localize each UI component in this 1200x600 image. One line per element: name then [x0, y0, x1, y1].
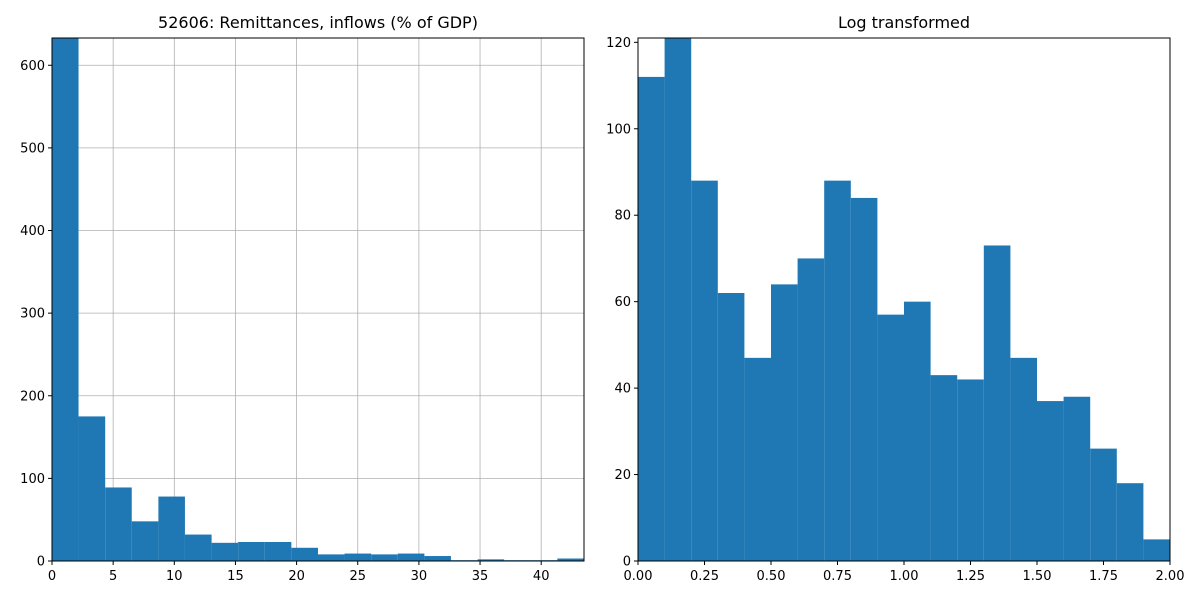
histogram-bar [424, 556, 451, 561]
x-tick-label: 15 [227, 569, 244, 584]
histogram-bar [238, 541, 265, 561]
y-tick-label: 200 [20, 389, 45, 404]
histogram-bar [824, 180, 851, 562]
chart-log-transformed-histogram: Log transformed 0.00 0.25 0.50 0.75 1.00 1.25… [606, 13, 1184, 584]
histogram-bar [371, 554, 398, 561]
histogram-bar [477, 559, 505, 561]
x-tick-label: 1.50 [1023, 569, 1052, 584]
histogram-bar [983, 245, 1011, 561]
histogram-bar [344, 553, 372, 561]
histogram-bar [78, 416, 106, 561]
histogram-bar [717, 293, 745, 561]
x-tick-label: 40 [533, 569, 550, 584]
x-tick-label: 20 [288, 569, 305, 584]
histogram-bar [131, 521, 159, 561]
histogram-bar [291, 547, 318, 561]
chart-title: 52606: Remittances, inflows (% of GDP) [158, 13, 478, 32]
y-tick-label: 100 [20, 472, 45, 487]
chart-remittances-histogram: 52606: Remittances, inflows (% of GDP) 0… [20, 13, 585, 584]
histogram-bar [850, 197, 878, 562]
histogram-bar [877, 314, 904, 561]
x-tick-label: 0.00 [624, 569, 653, 584]
histogram-bar [397, 553, 425, 561]
y-tick-label: 20 [614, 468, 631, 483]
bars [638, 38, 1170, 562]
x-tick-label: 0.50 [757, 569, 786, 584]
histogram-bar [158, 496, 185, 561]
y-tick-label: 600 [20, 59, 45, 74]
y-tick-label: 500 [20, 141, 45, 156]
bars [52, 38, 584, 561]
x-tick-label: 1.75 [1089, 569, 1118, 584]
histogram-bar [957, 379, 984, 561]
histogram-bar [211, 542, 239, 561]
histogram-bar [1037, 401, 1064, 561]
chart-title: Log transformed [838, 13, 970, 32]
histogram-bar [691, 180, 718, 562]
histogram-bar [264, 541, 292, 561]
x-tick-label: 5 [109, 569, 117, 584]
y-tick-label: 400 [20, 224, 45, 239]
x-axis-ticks: 0.00 0.25 0.50 0.75 1.00 1.25 1.50 1.75 2.00 [624, 561, 1185, 584]
histogram-bar [664, 38, 692, 561]
y-tick-label: 100 [606, 122, 631, 137]
x-axis-ticks: 0 5 10 15 20 25 30 35 40 [48, 561, 550, 584]
y-tick-label: 0 [37, 555, 45, 570]
x-tick-label: 2.00 [1156, 569, 1185, 584]
histogram-bar [1063, 396, 1091, 561]
histogram-bar [1143, 539, 1170, 561]
histogram-bar [557, 558, 584, 561]
histogram-bar [771, 284, 798, 561]
histogram-bar [744, 357, 771, 561]
histogram-bar [930, 375, 958, 561]
axes [51, 37, 585, 562]
x-tick-label: 1.25 [956, 569, 985, 584]
x-tick-label: 1.00 [890, 569, 919, 584]
x-tick-label: 0.25 [690, 569, 719, 584]
y-tick-label: 120 [606, 36, 631, 51]
histogram-bar [52, 38, 79, 561]
histogram-bar [638, 76, 665, 562]
x-tick-label: 35 [472, 569, 489, 584]
histogram-bar [105, 487, 132, 561]
y-tick-label: 300 [20, 307, 45, 322]
histogram-bar [797, 258, 825, 561]
histogram-bar [318, 554, 345, 561]
y-axis-ticks: 0 100 200 300 400 500 600 [20, 59, 52, 570]
histogram-bar [1010, 357, 1037, 561]
x-tick-label: 30 [411, 569, 428, 584]
y-tick-label: 80 [614, 209, 631, 224]
x-tick-label: 25 [349, 569, 366, 584]
y-tick-label: 60 [614, 295, 631, 310]
histogram-bar [1090, 448, 1117, 561]
y-tick-label: 0 [623, 555, 631, 570]
histogram-bar [1116, 483, 1144, 561]
x-tick-label: 0 [48, 569, 56, 584]
y-axis-ticks: 0 20 40 60 80 100 120 [606, 36, 638, 570]
histogram-bar [904, 301, 931, 561]
grid [51, 38, 584, 562]
plot-frame [51, 37, 585, 562]
x-tick-label: 10 [166, 569, 183, 584]
y-tick-label: 40 [614, 382, 631, 397]
x-tick-label: 0.75 [823, 569, 852, 584]
histogram-bar [184, 534, 212, 561]
